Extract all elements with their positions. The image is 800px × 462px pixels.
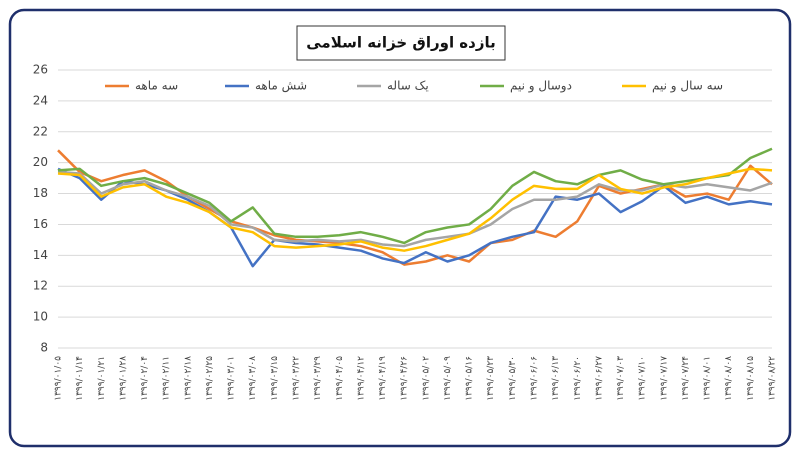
legend-label: دوسال و نیم [510, 79, 572, 94]
x-tick-label: ۱۳۹۹/۰۲/۱۸ [183, 356, 193, 401]
legend-label: یک ساله [387, 79, 429, 93]
title-box [296, 25, 506, 61]
x-tick-label: ۱۳۹۹/۰۵/۳۰ [508, 356, 518, 401]
y-tick-label: 20 [33, 155, 48, 169]
x-tick-label: ۱۳۹۹/۰۷/۰۳ [616, 356, 626, 401]
frame [8, 8, 792, 448]
x-tick-label: ۱۳۹۹/۰۴/۱۹ [378, 356, 388, 401]
x-tick-label: ۱۳۹۹/۰۳/۲۹ [313, 356, 323, 401]
y-tick-label: 22 [33, 124, 48, 138]
x-tick-label: ۱۳۹۹/۰۷/۱۷ [659, 356, 669, 401]
series-line [57, 167, 773, 252]
series-line [57, 170, 773, 248]
chart-title: بازده اوراق خزانه اسلامی [306, 34, 496, 52]
series-line [57, 167, 773, 268]
y-tick-label: 10 [33, 310, 48, 324]
x-tick-label: ۱۳۹۹/۰۷/۱۰ [638, 356, 648, 401]
x-tick-label: ۱۳۹۹/۰۲/۱۱ [162, 356, 172, 401]
x-tick-label: ۱۳۹۹/۰۳/۲۲ [292, 356, 302, 401]
y-tick-label: 18 [33, 186, 48, 200]
x-tick-label: ۱۳۹۹/۰۱/۲۸ [118, 356, 128, 401]
x-tick-label: ۱۳۹۹/۰۱/۰۵ [54, 356, 64, 401]
y-tick-label: 14 [33, 248, 48, 262]
x-tick-label: ۱۳۹۹/۰۶/۲۰ [573, 356, 583, 401]
series-line [57, 147, 773, 245]
y-tick-label: 24 [33, 93, 48, 107]
x-tick-label: ۱۳۹۹/۰۳/۱۵ [270, 356, 280, 401]
x-tick-label: ۱۳۹۹/۰۸/۲۲ [768, 356, 778, 401]
x-tick-label: ۱۳۹۹/۰۸/۰۱ [703, 356, 713, 401]
legend-label: شش ماهه [255, 79, 307, 94]
x-tick-label: ۱۳۹۹/۰۵/۰۹ [443, 356, 453, 401]
y-tick-label: 8 [40, 341, 48, 355]
legend-label: سه ماهه [135, 79, 178, 93]
x-tick-label: ۱۳۹۹/۰۴/۲۶ [400, 356, 410, 401]
legend-label: سه سال و نیم [652, 79, 723, 94]
x-tick-label: ۱۳۹۹/۰۵/۲۳ [486, 356, 496, 401]
y-tick-label: 26 [33, 63, 48, 77]
x-tick-label: ۱۳۹۹/۰۲/۲۵ [205, 356, 215, 401]
x-tick-label: ۱۳۹۹/۰۳/۰۱ [227, 356, 237, 401]
x-tick-label: ۱۳۹۹/۰۵/۱۶ [465, 356, 475, 401]
x-tick-label: ۱۳۹۹/۰۶/۱۳ [551, 356, 561, 401]
y-tick-label: 16 [33, 217, 48, 231]
x-tick-label: ۱۳۹۹/۰۳/۰۸ [248, 356, 258, 401]
x-tick-label: ۱۳۹۹/۰۱/۲۱ [97, 356, 107, 401]
x-tick-label: ۱۳۹۹/۰۶/۲۷ [594, 356, 604, 401]
x-tick-label: ۱۳۹۹/۰۵/۰۲ [421, 356, 431, 401]
x-tick-label: ۱۳۹۹/۰۶/۰۶ [530, 356, 540, 401]
x-tick-label: ۱۳۹۹/۰۴/۱۲ [356, 356, 366, 401]
x-tick-label: ۱۳۹۹/۰۸/۰۸ [724, 356, 734, 401]
x-tick-label: ۱۳۹۹/۰۲/۰۴ [140, 356, 150, 401]
x-tick-label: ۱۳۹۹/۰۴/۰۵ [335, 356, 345, 401]
x-tick-label: ۱۳۹۹/۰۸/۱۵ [746, 356, 756, 401]
x-tick-label: ۱۳۹۹/۰۱/۱۴ [75, 356, 85, 401]
x-tick-label: ۱۳۹۹/۰۷/۲۴ [681, 356, 691, 401]
y-tick-label: 12 [33, 279, 48, 293]
